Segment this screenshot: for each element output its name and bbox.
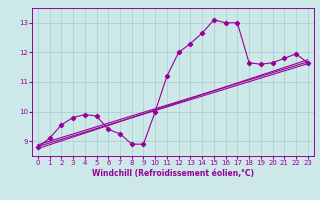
X-axis label: Windchill (Refroidissement éolien,°C): Windchill (Refroidissement éolien,°C) xyxy=(92,169,254,178)
